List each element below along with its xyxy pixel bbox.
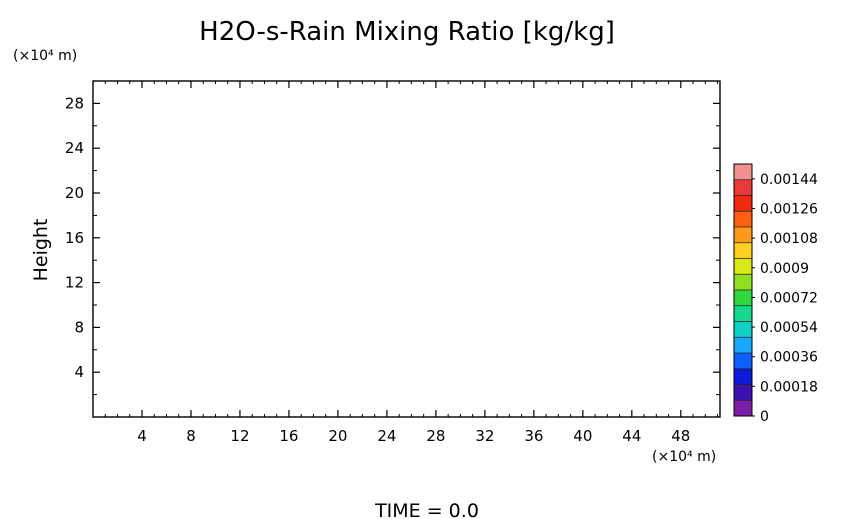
colorbar-swatch: [734, 227, 752, 243]
colorbar-swatch: [734, 258, 752, 275]
y-axis-label: Height: [30, 219, 52, 282]
y-tick-label: 28: [65, 94, 84, 112]
x-tick-label: 16: [279, 427, 298, 445]
colorbar-swatch: [734, 337, 752, 353]
x-tick-label: 24: [377, 427, 396, 445]
colorbar-swatch: [734, 400, 752, 416]
x-tick-label: 36: [524, 427, 543, 445]
x-tick-label: 28: [426, 427, 445, 445]
colorbar-tick-label: 0: [760, 409, 769, 425]
colorbar-swatch: [734, 274, 752, 290]
colorbar-tick-label: 0.00108: [760, 231, 818, 247]
y-tick-labels: 4 8 12 16 20 24 28: [65, 94, 84, 381]
colorbar-ticks: 0 0.00018 0.00036 0.00054 0.00072 0.0009 0.001…: [752, 172, 818, 425]
colorbar-tick-label: 0.00036: [760, 350, 818, 366]
colorbar-frame: [733, 163, 753, 417]
x-tick-label: 8: [186, 427, 196, 445]
colorbar-swatch: [734, 353, 752, 369]
x-tick-label: 20: [328, 427, 347, 445]
colorbar-swatch: [734, 321, 752, 338]
x-tick-label: 32: [475, 427, 494, 445]
chart-title: H2O-s-Rain Mixing Ratio [kg/kg]: [199, 17, 615, 47]
colorbar-tick-label: 0.0009: [760, 261, 809, 277]
colorbar-swatch: [734, 164, 752, 180]
colorbar: [734, 164, 752, 416]
axis-ticks: [93, 81, 720, 417]
colorbar-tick-label: 0.00018: [760, 379, 818, 395]
colorbar-swatch: [734, 290, 752, 306]
time-footer: TIME = 0.0: [374, 500, 479, 519]
colorbar-tick-label: 0.00054: [760, 320, 818, 336]
colorbar-swatch: [734, 211, 752, 227]
x-tick-label: 12: [230, 427, 249, 445]
y-tick-label: 8: [74, 318, 84, 336]
y-unit-label: (×10⁴ m): [13, 48, 77, 64]
x-tick-label: 44: [622, 427, 641, 445]
colorbar-tick-label: 0.00072: [760, 290, 818, 306]
colorbar-swatch: [734, 242, 752, 259]
colorbar-tick-label: 0.00126: [760, 201, 818, 217]
colorbar-swatch: [734, 384, 752, 401]
colorbar-tick-label: 0.00144: [760, 172, 818, 188]
x-unit-label: (×10⁴ m): [652, 449, 716, 465]
colorbar-swatch: [734, 368, 752, 385]
colorbar-swatch: [734, 195, 752, 212]
x-tick-label: 40: [573, 427, 592, 445]
plot-area: [92, 80, 721, 418]
y-tick-label: 12: [65, 274, 84, 292]
x-tick-labels: 4 8 12 16 20 24 28 32 36 40 44 48: [137, 427, 690, 445]
colorbar-swatch: [734, 305, 752, 322]
y-tick-label: 16: [65, 229, 84, 247]
y-tick-label: 24: [65, 139, 84, 157]
colorbar-swatch: [734, 179, 752, 196]
y-tick-label: 4: [74, 363, 84, 381]
x-tick-label: 48: [671, 427, 690, 445]
y-tick-label: 20: [65, 184, 84, 202]
x-tick-label: 4: [137, 427, 147, 445]
